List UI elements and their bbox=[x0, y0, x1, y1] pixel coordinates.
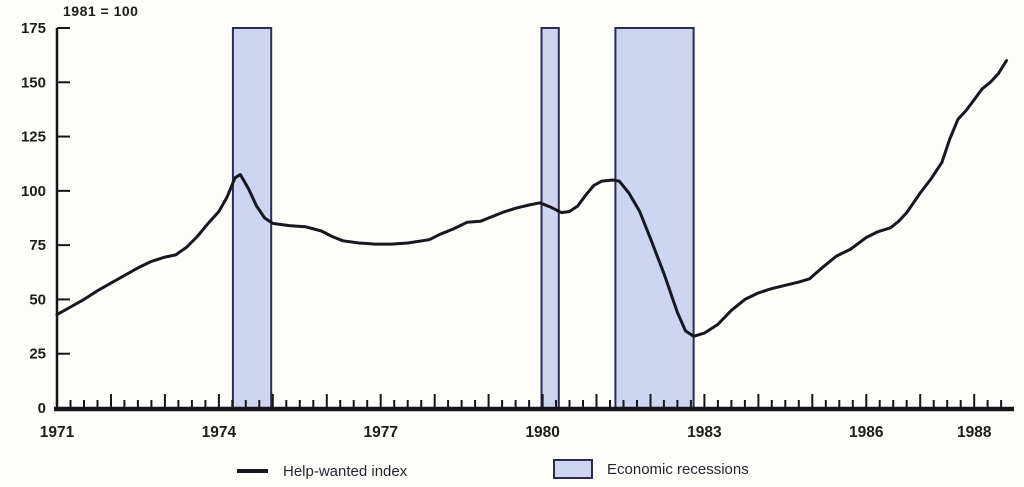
x-tick-label: 1977 bbox=[363, 424, 397, 441]
y-tick-label: 25 bbox=[29, 346, 46, 363]
line-swatch bbox=[237, 469, 268, 473]
x-tick-label: 1971 bbox=[40, 424, 75, 441]
recession-band bbox=[540, 27, 560, 409]
legend-label-help-wanted: Help-wanted index bbox=[283, 462, 408, 480]
y-tick-label: 125 bbox=[21, 129, 46, 146]
y-tick-label: 175 bbox=[21, 20, 46, 37]
chart-title: 1981 = 100 bbox=[63, 3, 139, 19]
x-tick-label: 1983 bbox=[687, 424, 722, 441]
recession-swatch bbox=[553, 459, 593, 479]
x-tick-label: 1980 bbox=[525, 424, 559, 441]
x-tick-label: 1988 bbox=[957, 424, 992, 441]
x-tick-label: 1974 bbox=[202, 424, 237, 441]
y-tick-label: 50 bbox=[29, 291, 46, 308]
x-tick-label: 1986 bbox=[849, 424, 884, 441]
y-tick-label: 150 bbox=[21, 74, 46, 91]
help-wanted-index-line bbox=[55, 59, 1008, 338]
legend-item-recessions: Economic recessions bbox=[553, 458, 749, 480]
y-tick-label: 0 bbox=[38, 400, 46, 417]
legend-item-help-wanted: Help-wanted index bbox=[237, 462, 407, 480]
legend-label-recessions: Economic recessions bbox=[607, 460, 749, 478]
recession-band bbox=[614, 27, 695, 409]
y-tick-label: 100 bbox=[21, 183, 46, 200]
y-tick-label: 75 bbox=[29, 237, 46, 254]
